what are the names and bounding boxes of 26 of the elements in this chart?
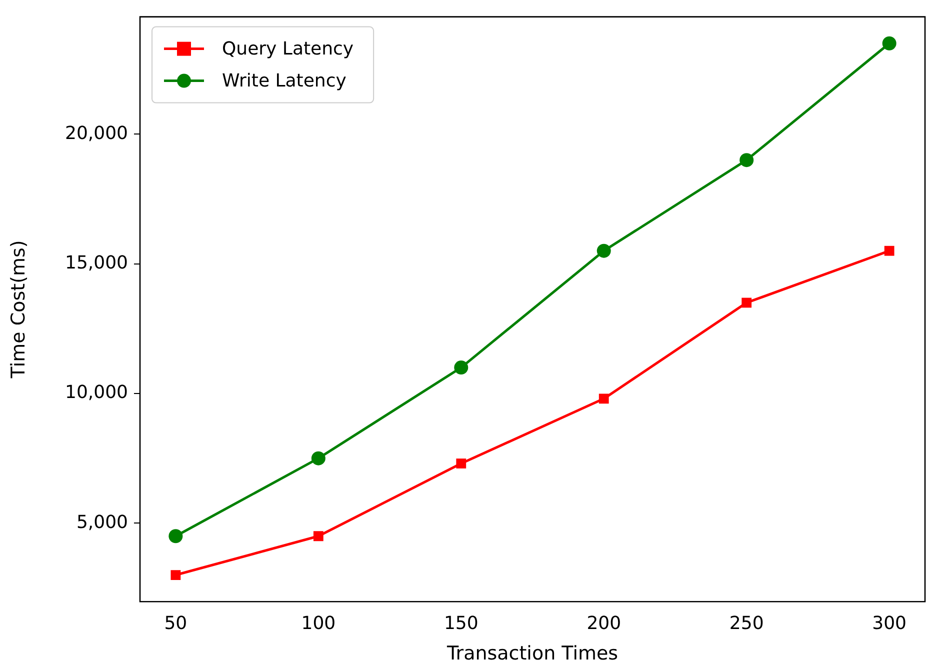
x-axis-title: Transaction Times [446, 642, 618, 665]
x-tick-label: 100 [301, 613, 336, 634]
point [740, 153, 754, 168]
y-tick-label: 5,000 [76, 512, 128, 533]
point [456, 458, 466, 468]
legend-label: Write Latency [222, 70, 347, 92]
legend-label: Query Latency [222, 38, 354, 60]
x-tick-label: 300 [872, 613, 906, 634]
x-tick-label: 50 [164, 613, 188, 634]
x-tick-label: 250 [729, 613, 764, 634]
y-tick-label: 15,000 [65, 252, 128, 274]
point [454, 360, 468, 375]
point [168, 529, 183, 544]
point [598, 394, 609, 404]
x-tick-label: 150 [444, 613, 478, 634]
point [884, 246, 894, 256]
x-tick-label: 200 [586, 613, 622, 634]
point [596, 244, 611, 258]
point [742, 298, 752, 308]
y-tick-label: 10,000 [65, 382, 128, 404]
y-axis-title: Time Cost(ms) [7, 240, 30, 380]
point [882, 36, 896, 50]
point [313, 531, 324, 542]
point [311, 451, 326, 466]
y-tick-label: 20,000 [65, 122, 128, 144]
point [170, 570, 181, 580]
